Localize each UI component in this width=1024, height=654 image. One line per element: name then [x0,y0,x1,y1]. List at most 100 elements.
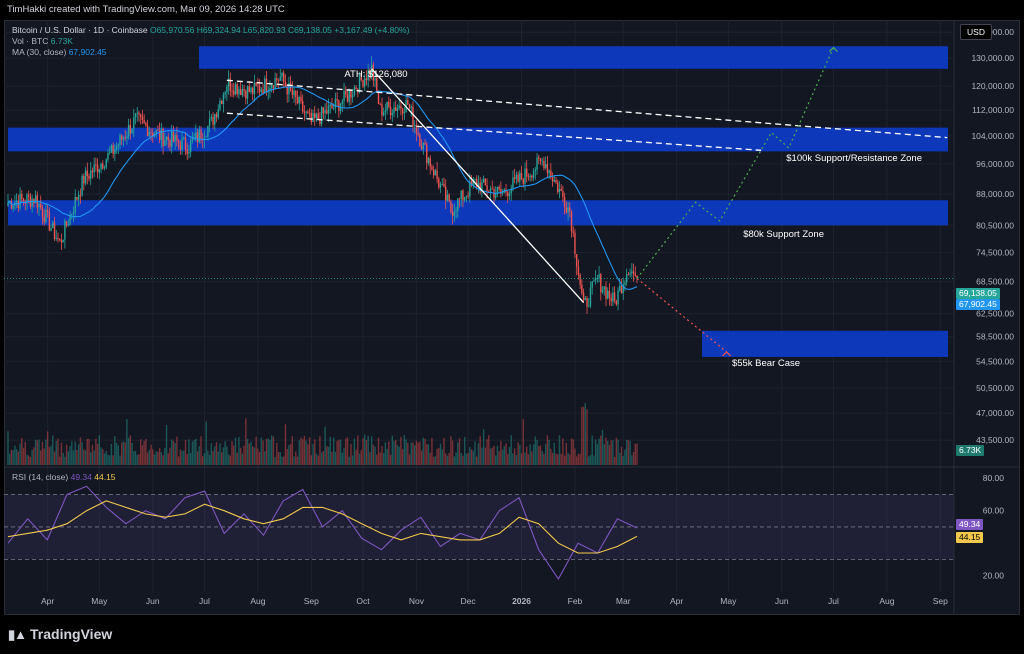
volume-bar [83,449,85,465]
volume-bar [227,454,230,465]
x-tick-label: Nov [409,596,425,606]
volume-bar [617,439,619,465]
candle-body [146,125,149,137]
candle-body [572,231,574,233]
tradingview-logo[interactable]: ▮▲ TradingView [8,626,112,643]
candle-body [569,207,571,212]
volume-bar [50,445,52,465]
candle-body [34,195,37,204]
volume-bar [60,442,63,465]
volume-bar [9,453,11,465]
candle-body [241,89,244,96]
candle-body [260,89,263,92]
candle-body [248,86,250,93]
volume-bar [508,447,511,465]
candle-body [610,297,612,302]
candle-body [38,203,40,208]
volume-bar [624,449,626,465]
candle-body [438,178,440,188]
chart-canvas[interactable]: ATH: $126,080 $100k Support/Resistance Zo… [4,20,1020,615]
candle-body [177,140,180,144]
candle-body [300,97,302,101]
candle-body [467,195,469,197]
volume-bar [463,436,466,465]
candle-body [110,145,113,153]
volume-bar [598,438,600,465]
candle-body [160,128,163,141]
volume-bar [553,442,555,465]
volume-bar [57,438,59,465]
volume-bar [210,443,213,465]
volume-bar [55,441,57,465]
x-tick-label: Apr [41,596,54,606]
candle-body [510,188,512,194]
candle-body [79,195,82,196]
candle-body [7,202,9,206]
candle-body [112,145,114,154]
volume-bar [594,439,597,465]
volume-bar [181,450,183,465]
volume-bar [45,439,47,465]
volume-bar [486,439,488,465]
volume-bar [143,440,145,465]
volume-bar [503,446,506,465]
candle-body [472,179,474,185]
volume-bar [424,438,426,465]
volume-bar [96,443,99,465]
volume-bar [95,438,97,465]
candle-body [124,137,126,139]
volume-bar [284,424,287,465]
candle-body [320,107,323,125]
volume-bar [69,446,71,465]
volume-bar [10,449,13,465]
candle-body [417,133,419,135]
candle-body [479,182,481,192]
candle-body [496,187,499,194]
candle-body [269,88,271,91]
volume-bar [203,453,206,465]
rsi-legend-ma: 44.15 [94,472,116,482]
volume-bar [127,437,130,465]
candle-body [139,114,142,117]
candle-body [508,193,511,197]
volume-bar [432,456,435,465]
volume-bar [527,454,530,465]
candle-body [629,273,631,275]
volume-bar [65,444,68,465]
candle-body [529,175,531,177]
candle-body [224,92,226,95]
volume-bar [153,454,156,465]
candle-body [331,104,333,108]
volume-bar [415,440,418,465]
candle-body [207,125,209,137]
candle-body [563,197,566,208]
volume-bar [300,437,302,465]
candles-layer [7,56,638,314]
candle-body [291,89,294,96]
volume-bar [27,455,30,465]
candle-body [81,175,83,196]
currency-button[interactable]: USD [960,24,992,40]
volume-bar [264,451,266,465]
candle-body [341,101,344,105]
candle-body [584,297,587,301]
volume-bar [470,449,473,465]
candle-body [226,86,228,93]
volume-bar [121,442,123,465]
volume-bar [544,444,547,465]
volume-bar [167,453,169,465]
candle-body [191,139,194,141]
candle-body [501,192,504,194]
volume-bar [619,452,621,465]
volume-bar [381,446,383,465]
volume-bar [472,450,474,465]
volume-bar [427,444,430,465]
volume-bar [605,437,607,465]
volume-bar [243,445,245,465]
volume-bar [507,454,509,465]
volume-bar [158,448,161,465]
volume-bar [155,451,157,465]
candle-body [536,157,538,170]
volume-bar [208,454,211,465]
candle-body [231,90,233,92]
